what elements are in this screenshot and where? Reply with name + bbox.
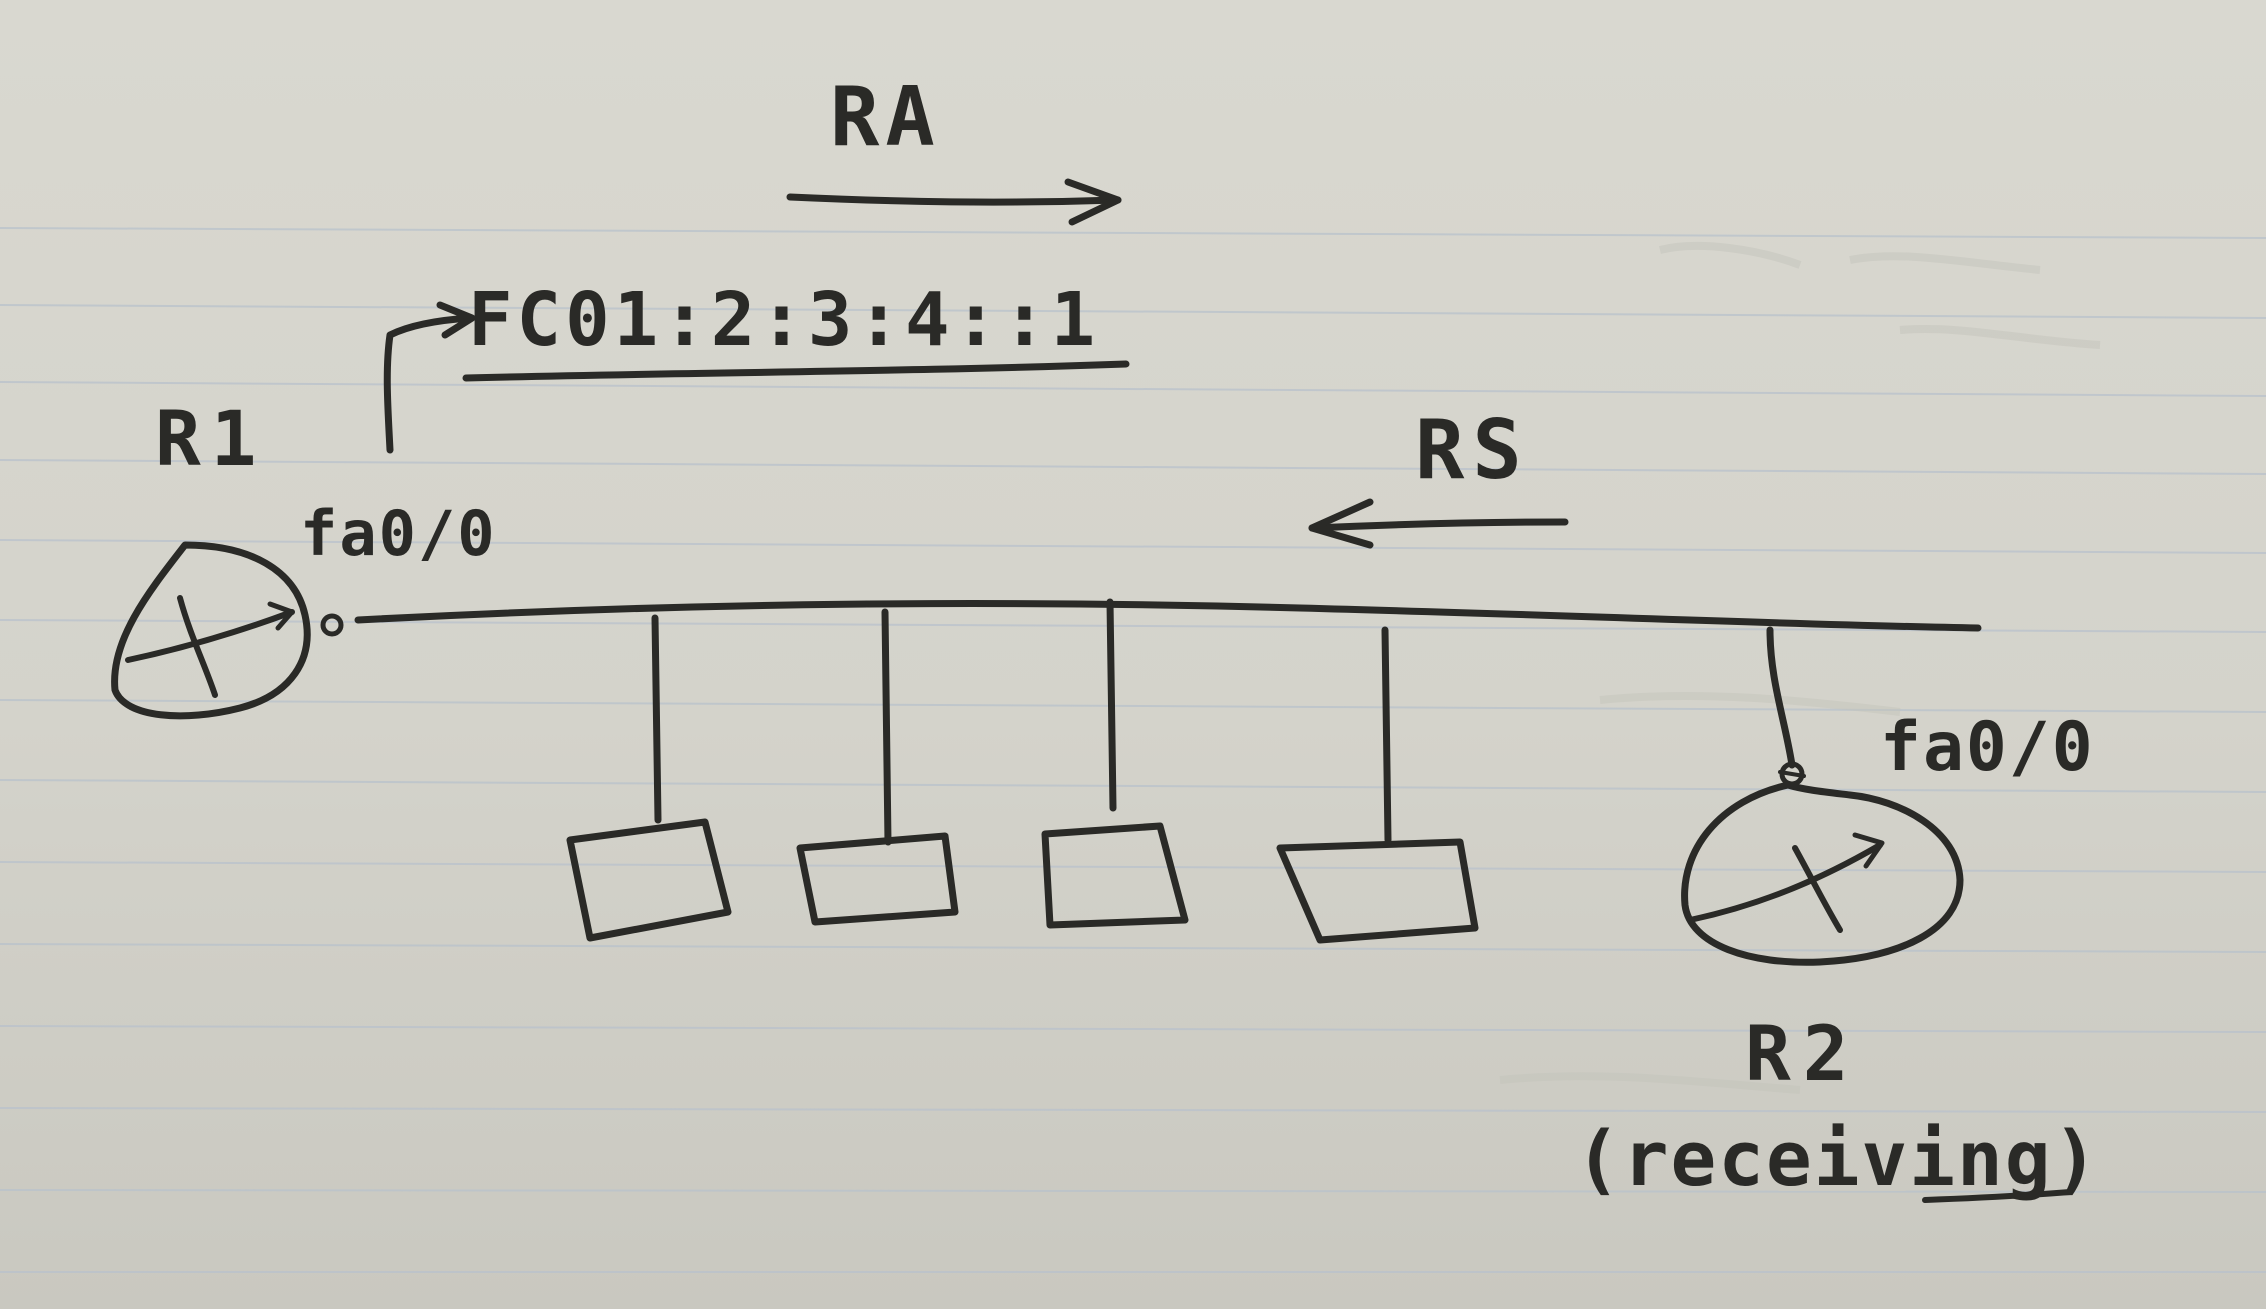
host-3-box — [1041, 822, 1189, 929]
bleed-through — [1499, 242, 2101, 1094]
host-1-box — [566, 818, 732, 942]
network-bus — [354, 600, 1982, 632]
r1-port — [320, 613, 344, 637]
r2-label: R2 — [1745, 1009, 1861, 1098]
host-3 — [1041, 598, 1189, 929]
host-4-box — [1276, 838, 1479, 944]
r2-drop — [1766, 626, 1796, 769]
rs-label: RS — [1415, 403, 1530, 498]
host-2-box — [796, 832, 959, 926]
r1-label: R1 — [155, 394, 267, 483]
router-r1-body — [111, 541, 311, 720]
address-underline — [462, 360, 1130, 382]
ra-label: RA — [830, 70, 941, 165]
router-r2-body — [1681, 781, 1964, 966]
host-3-drop — [1106, 598, 1117, 812]
address-pointer-arrow — [383, 301, 476, 454]
ipv6-address: FC01:2:3:4::1 — [468, 277, 1099, 363]
rs-arrow — [1308, 498, 1569, 549]
router-r2 — [1681, 781, 1964, 966]
host-1 — [566, 614, 732, 942]
host-4-drop — [1381, 626, 1392, 844]
host-2-drop — [881, 608, 892, 846]
r2-note: (receiving) — [1575, 1114, 2100, 1203]
r2-interface-label: fa0/0 — [1880, 708, 2095, 787]
r1-interface-label: fa0/0 — [300, 497, 497, 570]
host-1-drop — [651, 614, 662, 824]
host-2 — [796, 608, 959, 926]
ra-arrow — [786, 178, 1122, 226]
r2-note-underline — [1922, 1189, 2073, 1203]
host-4 — [1276, 626, 1479, 944]
router-r1 — [111, 541, 344, 720]
